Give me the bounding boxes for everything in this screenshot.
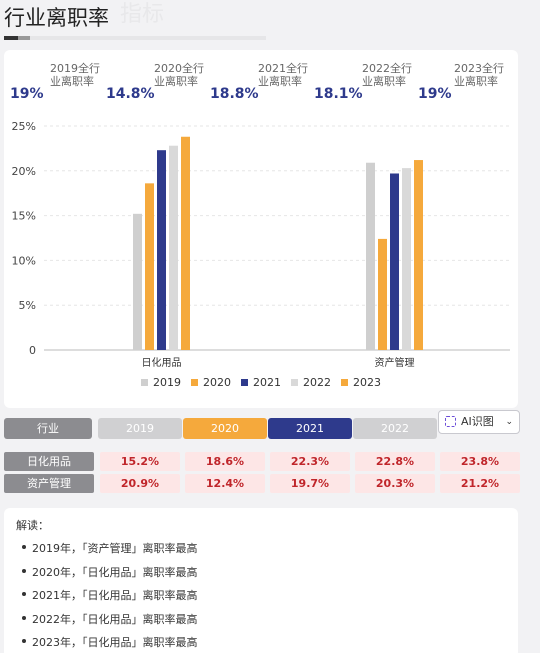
summary-label: 2019全行业离职率 <box>50 62 100 88</box>
table-header-year[interactable]: 2022 <box>353 418 437 439</box>
y-tick-label: 0 <box>29 344 36 357</box>
bar <box>390 173 399 350</box>
table-row-label: 资产管理 <box>4 474 94 493</box>
title-watermark: 指标 <box>120 2 165 27</box>
table-header-industry: 行业 <box>4 418 92 439</box>
bar-chart: 0 5% 10% 15% 20% 25% 日化用品 资产管理 <box>12 120 510 369</box>
bar <box>157 150 166 350</box>
legend-swatch <box>291 379 298 386</box>
table-header-year[interactable]: 2019 <box>98 418 182 439</box>
bar <box>378 238 387 350</box>
title-underline <box>4 36 266 40</box>
summary-value: 14.8% <box>106 86 155 102</box>
summary-value: 18.8% <box>210 86 259 102</box>
summary-stats: 19% 2019全行业离职率 14.8% 2020全行业离职率 18.8% 20… <box>4 62 518 108</box>
interpretation-panel: 解读： 2019年，「资产管理」离职率最高 2020年，「日化用品」离职率最高 … <box>4 508 518 653</box>
summary-label: 2022全行业离职率 <box>362 62 412 88</box>
legend-item[interactable]: 2023 <box>341 376 381 389</box>
x-tick-label: 日化用品 <box>142 356 182 369</box>
table-cell: 15.2% <box>100 452 180 471</box>
table-cell: 20.9% <box>100 474 180 493</box>
y-tick-label: 20% <box>12 165 36 178</box>
chart-legend: 2019 2020 2021 2022 2023 <box>4 376 518 389</box>
table-row-label: 日化用品 <box>4 452 94 471</box>
ai-recognize-button[interactable]: AI识图 ⌄ <box>438 410 520 434</box>
table-cell: 23.8% <box>440 452 520 471</box>
interpretation-title: 解读： <box>16 519 49 532</box>
bar <box>414 160 423 350</box>
bar <box>169 145 178 350</box>
table-cell: 22.8% <box>355 452 435 471</box>
table-header-year[interactable]: 2021 <box>268 418 352 439</box>
bar <box>402 168 411 350</box>
summary-label: 2021全行业离职率 <box>258 62 308 88</box>
table-cell: 19.7% <box>270 474 350 493</box>
table-cell: 18.6% <box>185 452 265 471</box>
summary-value: 19% <box>418 86 452 102</box>
summary-label: 2023全行业离职率 <box>454 62 504 88</box>
legend-item[interactable]: 2022 <box>291 376 331 389</box>
chart-card: 19% 2019全行业离职率 14.8% 2020全行业离职率 18.8% 20… <box>4 50 518 408</box>
bar <box>366 162 375 350</box>
table-cell: 22.3% <box>270 452 350 471</box>
bar <box>133 213 142 350</box>
y-tick-label: 5% <box>19 299 36 312</box>
summary-value: 18.1% <box>314 86 363 102</box>
legend-item[interactable]: 2021 <box>241 376 281 389</box>
bar <box>145 183 154 350</box>
table-cell: 12.4% <box>185 474 265 493</box>
table-header-year[interactable]: 2020 <box>183 418 267 439</box>
legend-label: 2021 <box>253 376 281 389</box>
legend-swatch <box>191 379 198 386</box>
scan-icon <box>445 416 456 427</box>
legend-swatch <box>141 379 148 386</box>
legend-label: 2019 <box>153 376 181 389</box>
y-tick-label: 25% <box>12 120 36 133</box>
list-item: 2021年，「日化用品」离职率最高 <box>22 587 198 611</box>
legend-item[interactable]: 2019 <box>141 376 181 389</box>
legend-label: 2023 <box>353 376 381 389</box>
legend-label: 2022 <box>303 376 331 389</box>
chevron-down-icon: ⌄ <box>505 417 513 427</box>
y-tick-label: 10% <box>12 254 36 267</box>
list-item: 2020年，「日化用品」离职率最高 <box>22 564 198 588</box>
list-item: 2022年，「日化用品」离职率最高 <box>22 611 198 635</box>
legend-swatch <box>341 379 348 386</box>
table-cell: 21.2% <box>440 474 520 493</box>
legend-swatch <box>241 379 248 386</box>
list-item: 2019年，「资产管理」离职率最高 <box>22 540 198 564</box>
bar <box>181 136 190 350</box>
ai-button-label: AI识图 <box>461 415 494 428</box>
legend-label: 2020 <box>203 376 231 389</box>
page-title: 行业离职率 <box>4 6 109 30</box>
legend-item[interactable]: 2020 <box>191 376 231 389</box>
x-tick-label: 资产管理 <box>375 356 415 369</box>
y-tick-label: 15% <box>12 210 36 223</box>
list-item: 2023年，「日化用品」离职率最高 <box>22 634 198 653</box>
summary-label: 2020全行业离职率 <box>154 62 204 88</box>
table-cell: 20.3% <box>355 474 435 493</box>
interpretation-list: 2019年，「资产管理」离职率最高 2020年，「日化用品」离职率最高 2021… <box>22 540 198 653</box>
summary-value: 19% <box>10 86 44 102</box>
